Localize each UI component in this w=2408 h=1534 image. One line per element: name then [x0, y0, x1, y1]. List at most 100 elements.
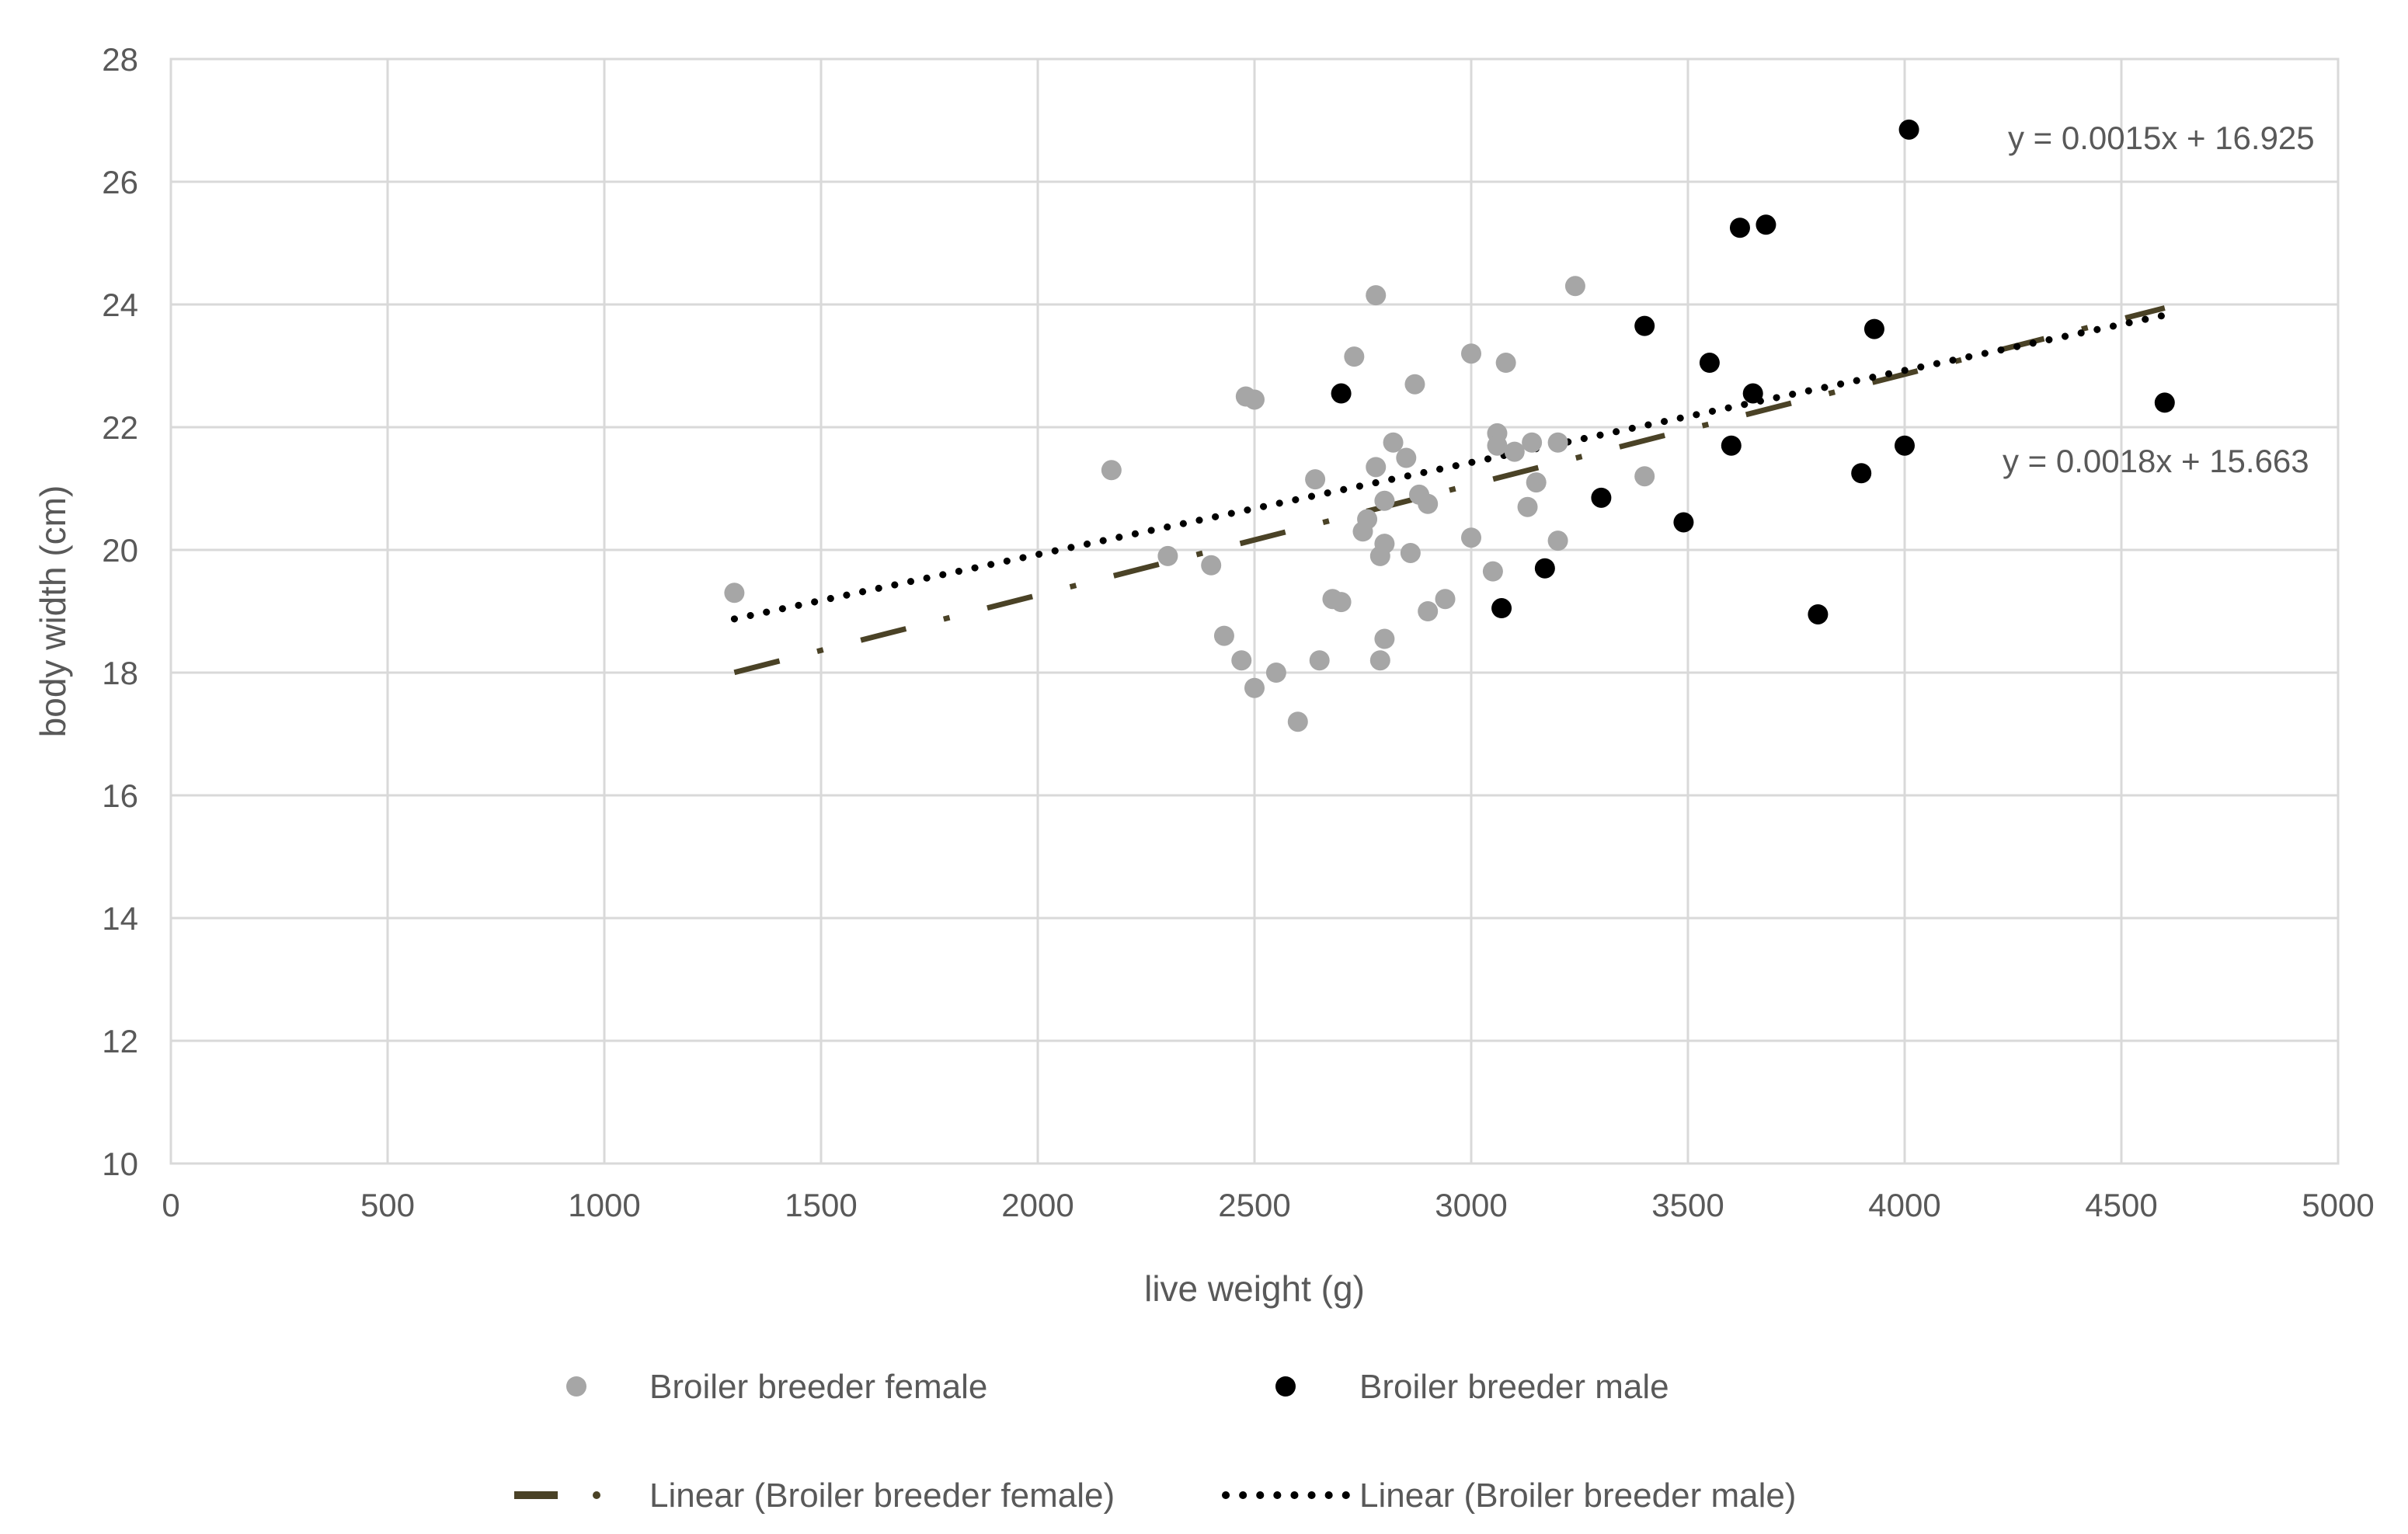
point-male	[1699, 353, 1720, 374]
point-male	[1808, 604, 1829, 624]
point-male	[1895, 435, 1915, 456]
legend-label-female: Broiler breeder female	[649, 1368, 987, 1406]
point-female	[1418, 601, 1439, 621]
point-female	[1547, 432, 1568, 453]
point-male	[1673, 512, 1694, 533]
legend-dot-female-trend	[593, 1491, 600, 1499]
y-tick-label: 22	[102, 409, 138, 446]
y-tick-label: 14	[102, 900, 138, 937]
point-female	[1287, 711, 1308, 732]
legend-marker-female	[566, 1376, 586, 1397]
point-female	[1357, 509, 1378, 530]
point-female	[1634, 466, 1655, 487]
legend-item-trend-female: Linear (Broiler breeder female)	[514, 1477, 1115, 1515]
y-tick-label: 24	[102, 287, 138, 323]
y-tick-label: 12	[102, 1023, 138, 1059]
point-female	[1265, 663, 1286, 683]
x-axis-title: live weight (g)	[1144, 1268, 1365, 1309]
x-tick-label: 3000	[1435, 1187, 1507, 1223]
y-tick-label: 28	[102, 41, 138, 78]
x-tick-label: 0	[162, 1187, 179, 1223]
point-female	[1517, 496, 1538, 517]
point-female	[1374, 628, 1395, 649]
x-tick-label: 1500	[785, 1187, 857, 1223]
point-female	[1400, 542, 1421, 563]
point-male	[1898, 119, 1919, 140]
point-female	[1309, 650, 1330, 671]
legend-label-trend-female: Linear (Broiler breeder female)	[649, 1477, 1115, 1515]
trendlines	[730, 305, 2169, 676]
trendline-male	[730, 311, 2169, 623]
x-tick-label: 3500	[1651, 1187, 1724, 1223]
point-female	[1461, 343, 1481, 364]
point-female	[1504, 441, 1525, 462]
gridlines	[171, 59, 2338, 1164]
point-male	[1634, 315, 1655, 336]
point-female	[1547, 530, 1568, 551]
point-male	[1491, 598, 1512, 619]
point-female	[1461, 527, 1481, 548]
y-axis-title: body width (cm)	[33, 485, 73, 738]
point-male	[1721, 435, 1742, 456]
point-male	[1863, 318, 1884, 339]
x-tick-label: 2000	[1001, 1187, 1074, 1223]
point-female	[1244, 389, 1265, 410]
legend-item-male: Broiler breeder male	[1275, 1368, 1669, 1406]
legend-label-trend-male: Linear (Broiler breeder male)	[1359, 1477, 1796, 1515]
legend-label-male: Broiler breeder male	[1359, 1368, 1669, 1406]
x-tick-label: 1000	[568, 1187, 640, 1223]
point-female	[1374, 534, 1395, 555]
point-male	[1851, 463, 1872, 484]
point-male	[1729, 217, 1750, 238]
point-female	[1495, 353, 1516, 374]
point-female	[1404, 374, 1425, 395]
point-male	[1534, 558, 1555, 579]
point-female	[1564, 276, 1585, 297]
equation-female: y = 0.0018x + 15.663	[2003, 443, 2309, 479]
point-female	[1331, 592, 1352, 613]
point-female	[1366, 457, 1387, 478]
plot-area-border	[169, 57, 2340, 1165]
trendline-female	[733, 305, 2166, 676]
point-female	[1305, 469, 1326, 490]
point-male	[1742, 383, 1763, 404]
point-female	[1396, 447, 1417, 468]
x-tick-label: 4000	[1868, 1187, 1940, 1223]
point-female	[1374, 490, 1395, 511]
equation-male: y = 0.0015x + 16.925	[2008, 120, 2315, 156]
point-female	[724, 583, 745, 604]
y-tick-label: 10	[102, 1146, 138, 1182]
point-female	[1487, 435, 1508, 456]
x-tick-label: 4500	[2085, 1187, 2157, 1223]
legend-marker-male	[1275, 1376, 1296, 1397]
x-tick-label: 500	[360, 1187, 415, 1223]
point-female	[1213, 625, 1234, 646]
x-tick-label: 2500	[1218, 1187, 1290, 1223]
data-points	[724, 119, 2175, 732]
point-male	[2154, 392, 2175, 413]
point-female	[1369, 650, 1390, 671]
y-tick-label: 20	[102, 532, 138, 569]
point-female	[1101, 460, 1122, 481]
y-tick-label: 26	[102, 164, 138, 200]
y-tick-label: 18	[102, 655, 138, 691]
x-tick-label: 5000	[2302, 1187, 2374, 1223]
point-female	[1522, 432, 1543, 453]
legend: Broiler breeder female Broiler breeder m…	[514, 1368, 1796, 1515]
legend-item-female: Broiler breeder female	[566, 1368, 987, 1406]
point-female	[1244, 677, 1265, 698]
point-female	[1526, 472, 1547, 493]
point-female	[1366, 285, 1387, 306]
point-female	[1383, 432, 1404, 453]
point-female	[1418, 493, 1439, 514]
point-female	[1201, 555, 1222, 576]
point-female	[1482, 561, 1503, 582]
point-male	[1591, 487, 1612, 508]
point-female	[1435, 589, 1456, 610]
point-male	[1331, 383, 1352, 404]
legend-item-trend-male: Linear (Broiler breeder male)	[1222, 1477, 1796, 1515]
y-tick-label: 16	[102, 777, 138, 814]
point-male	[1756, 214, 1776, 235]
point-female	[1157, 545, 1178, 566]
